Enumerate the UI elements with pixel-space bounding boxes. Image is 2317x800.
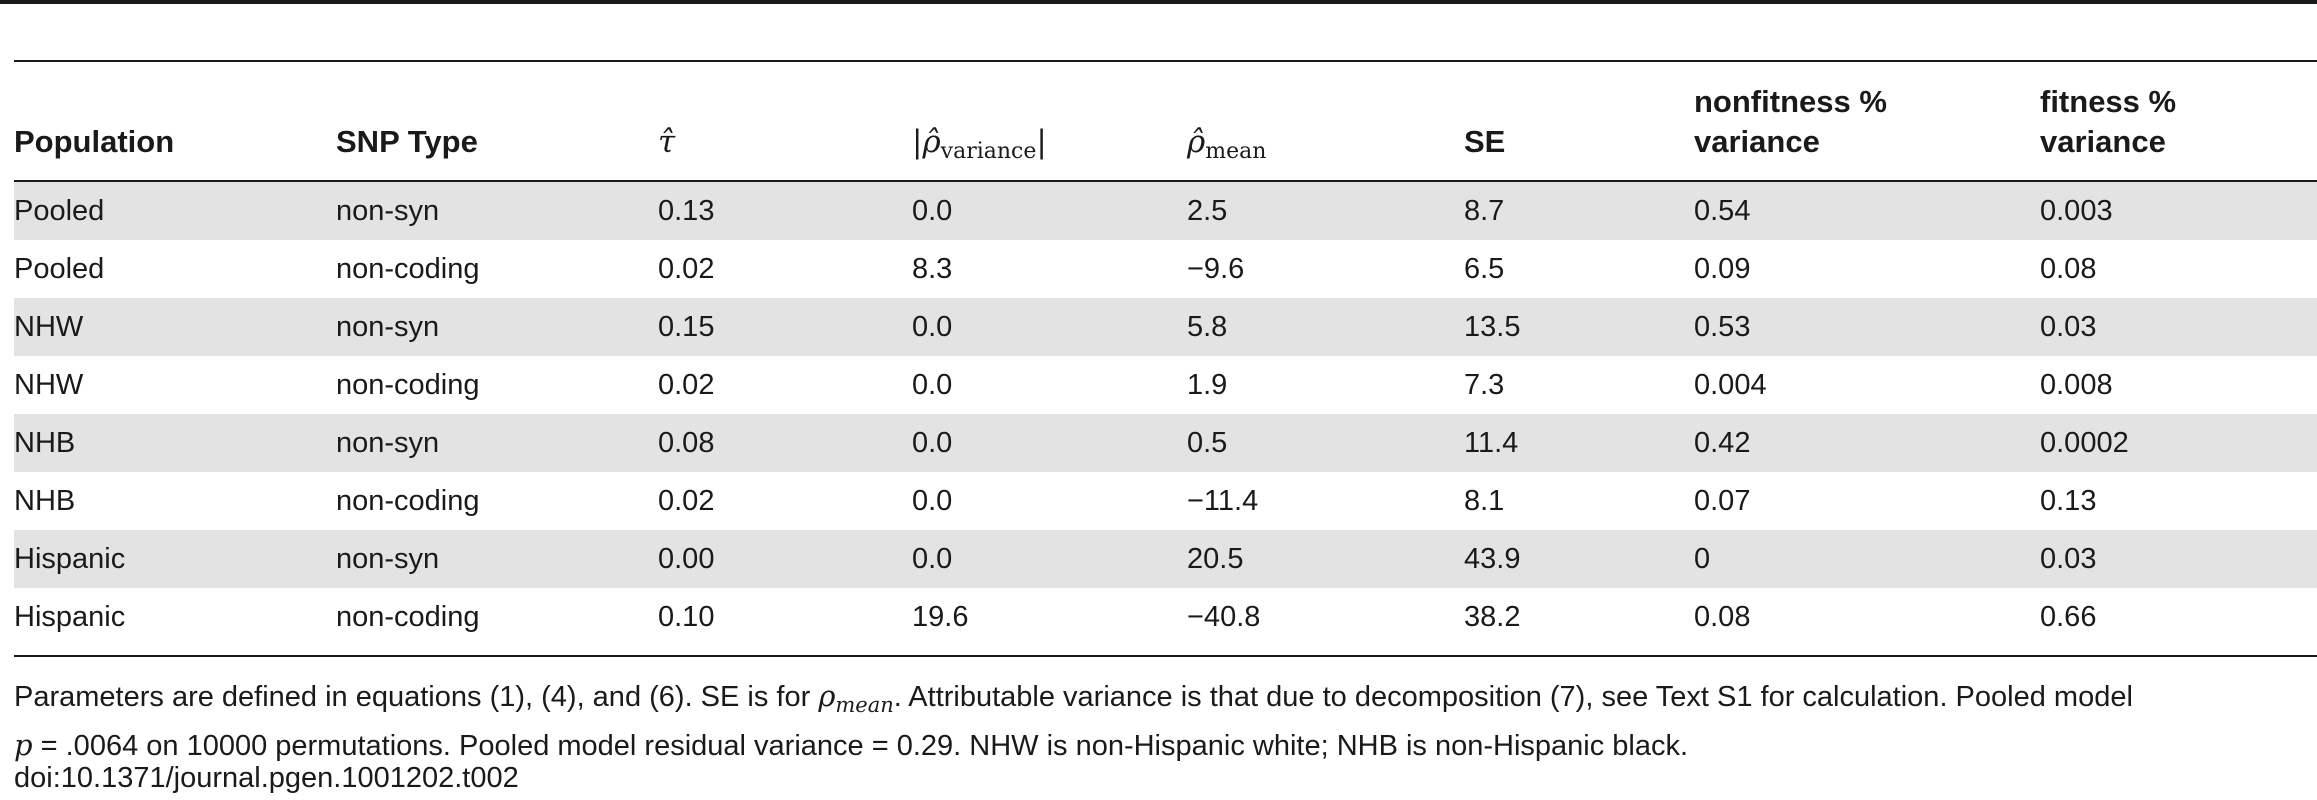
table-row: Hispanic non-coding 0.10 19.6 −40.8 38.2… — [14, 588, 2317, 646]
top-border — [0, 0, 2317, 4]
cell-tau: 0.08 — [658, 427, 715, 459]
cell-nonfitness: 0.54 — [1694, 195, 1751, 227]
cell-nonfitness: 0 — [1694, 543, 1711, 575]
cell-rho-mean: −11.4 — [1187, 485, 1259, 517]
cell-population: Pooled — [14, 195, 105, 227]
cell-rho-variance: 0.0 — [912, 369, 953, 401]
cell-rho-mean: 20.5 — [1187, 543, 1244, 575]
header-population: Population — [14, 124, 175, 159]
header-nonfitness-line1: nonfitness % — [1694, 84, 1887, 119]
cell-tau: 0.02 — [658, 369, 715, 401]
cell-rho-variance: 8.3 — [912, 253, 953, 285]
cell-rho-variance: 19.6 — [912, 601, 969, 633]
table-footnote: Parameters are defined in equations (1),… — [14, 679, 2133, 762]
cell-fitness: 0.66 — [2040, 601, 2097, 633]
cell-tau: 0.02 — [658, 485, 715, 517]
cell-rho-mean: 2.5 — [1187, 195, 1228, 227]
table-top-rule — [14, 60, 2317, 62]
cell-snp-type: non-syn — [336, 311, 440, 343]
header-rho-mean: ρ̂mean — [1187, 124, 1267, 164]
cell-rho-variance: 0.0 — [912, 311, 953, 343]
cell-tau: 0.13 — [658, 195, 715, 227]
cell-snp-type: non-syn — [336, 543, 440, 575]
header-tau: τ̂ — [658, 124, 676, 160]
cell-rho-mean: −40.8 — [1187, 601, 1261, 633]
cell-population: NHW — [14, 311, 84, 343]
cell-fitness: 0.03 — [2040, 543, 2097, 575]
cell-fitness: 0.08 — [2040, 253, 2097, 285]
cell-fitness: 0.0002 — [2040, 427, 2129, 459]
header-fitness-line1: fitness % — [2040, 84, 2177, 119]
header-nonfitness-line2: variance — [1694, 124, 1820, 159]
table-row: NHB non-coding 0.02 0.0 −11.4 8.1 0.07 0… — [14, 472, 2317, 530]
cell-fitness: 0.008 — [2040, 369, 2113, 401]
table-row: Pooled non-syn 0.13 0.0 2.5 8.7 0.54 0.0… — [14, 182, 2317, 240]
cell-nonfitness: 0.004 — [1694, 369, 1767, 401]
table-row: NHW non-coding 0.02 0.0 1.9 7.3 0.004 0.… — [14, 356, 2317, 414]
cell-rho-variance: 0.0 — [912, 543, 953, 575]
cell-rho-mean: 5.8 — [1187, 311, 1228, 343]
cell-rho-mean: 0.5 — [1187, 427, 1228, 459]
cell-nonfitness: 0.08 — [1694, 601, 1751, 633]
cell-snp-type: non-coding — [336, 485, 480, 517]
cell-se: 8.1 — [1464, 485, 1505, 517]
cell-rho-mean: −9.6 — [1187, 253, 1245, 285]
table-bottom-rule — [14, 655, 2317, 657]
cell-population: NHB — [14, 427, 76, 459]
cell-nonfitness: 0.42 — [1694, 427, 1751, 459]
cell-population: NHW — [14, 369, 84, 401]
cell-rho-variance: 0.0 — [912, 427, 953, 459]
cell-tau: 0.10 — [658, 601, 715, 633]
header-fitness-line2: variance — [2040, 124, 2166, 159]
header-se: SE — [1464, 124, 1506, 159]
cell-se: 8.7 — [1464, 195, 1505, 227]
cell-snp-type: non-coding — [336, 369, 480, 401]
cell-nonfitness: 0.07 — [1694, 485, 1751, 517]
cell-snp-type: non-syn — [336, 195, 440, 227]
cell-snp-type: non-coding — [336, 253, 480, 285]
table-row: NHW non-syn 0.15 0.0 5.8 13.5 0.53 0.03 — [14, 298, 2317, 356]
cell-population: Hispanic — [14, 601, 126, 633]
cell-tau: 0.00 — [658, 543, 715, 575]
cell-nonfitness: 0.53 — [1694, 311, 1751, 343]
cell-snp-type: non-syn — [336, 427, 440, 459]
cell-fitness: 0.03 — [2040, 311, 2097, 343]
cell-se: 43.9 — [1464, 543, 1521, 575]
cell-fitness: 0.13 — [2040, 485, 2097, 517]
cell-se: 6.5 — [1464, 253, 1505, 285]
cell-snp-type: non-coding — [336, 601, 480, 633]
table-row: NHB non-syn 0.08 0.0 0.5 11.4 0.42 0.000… — [14, 414, 2317, 472]
doi-link[interactable]: doi:10.1371/journal.pgen.1001202.t002 — [14, 762, 519, 794]
cell-se: 38.2 — [1464, 601, 1521, 633]
cell-population: NHB — [14, 485, 76, 517]
cell-rho-variance: 0.0 — [912, 195, 953, 227]
header-bottom-rule — [14, 180, 2317, 182]
cell-tau: 0.02 — [658, 253, 715, 285]
cell-population: Pooled — [14, 253, 105, 285]
cell-rho-variance: 0.0 — [912, 485, 953, 517]
table-row: Hispanic non-syn 0.00 0.0 20.5 43.9 0 0.… — [14, 530, 2317, 588]
cell-nonfitness: 0.09 — [1694, 253, 1751, 285]
table-row: Pooled non-coding 0.02 8.3 −9.6 6.5 0.09… — [14, 240, 2317, 298]
cell-tau: 0.15 — [658, 311, 715, 343]
header-rho-variance: |ρ̂variance| — [912, 124, 1047, 164]
cell-population: Hispanic — [14, 543, 126, 575]
header-snp-type: SNP Type — [336, 124, 478, 159]
cell-fitness: 0.003 — [2040, 195, 2113, 227]
cell-rho-mean: 1.9 — [1187, 369, 1228, 401]
cell-se: 13.5 — [1464, 311, 1521, 343]
cell-se: 11.4 — [1464, 427, 1519, 459]
cell-se: 7.3 — [1464, 369, 1505, 401]
